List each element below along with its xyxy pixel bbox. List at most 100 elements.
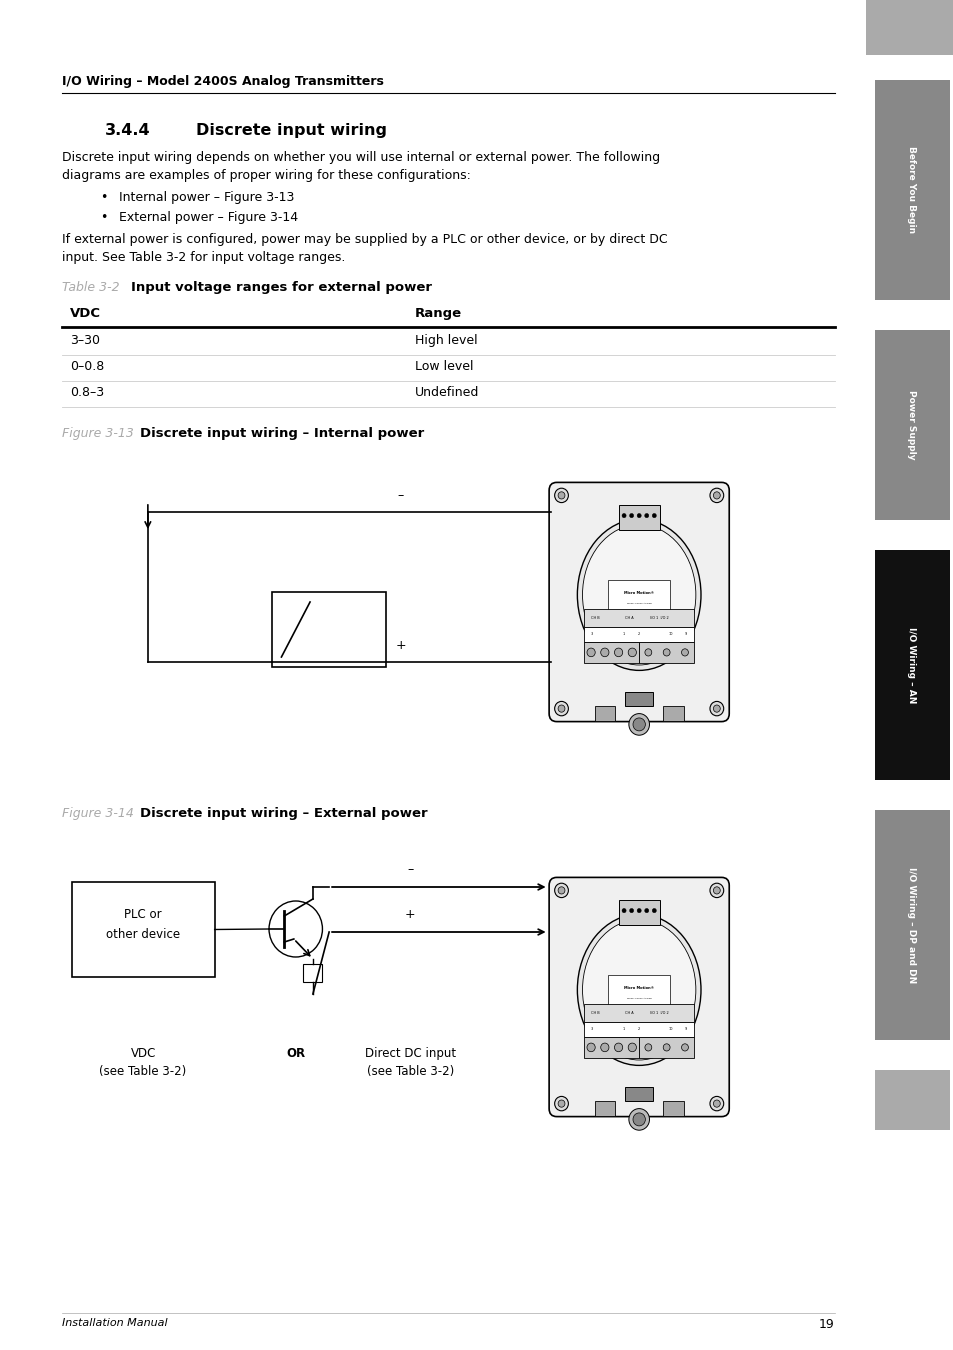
FancyBboxPatch shape xyxy=(549,482,728,722)
FancyBboxPatch shape xyxy=(618,505,659,531)
Text: 0.8–3: 0.8–3 xyxy=(70,386,104,400)
Circle shape xyxy=(713,1100,720,1107)
Text: –: – xyxy=(407,863,413,876)
FancyBboxPatch shape xyxy=(583,1037,639,1058)
Circle shape xyxy=(586,648,595,656)
Circle shape xyxy=(709,1096,723,1111)
Circle shape xyxy=(614,648,622,656)
Text: Micro Motion®: Micro Motion® xyxy=(623,591,654,595)
Text: I/O Wiring – AN: I/O Wiring – AN xyxy=(906,626,916,703)
Text: Installation Manual: Installation Manual xyxy=(62,1318,168,1328)
Circle shape xyxy=(637,513,640,518)
Text: 3: 3 xyxy=(590,1027,593,1031)
FancyBboxPatch shape xyxy=(618,900,659,925)
Text: Discrete input wiring depends on whether you will use internal or external power: Discrete input wiring depends on whether… xyxy=(62,151,659,163)
Text: 9: 9 xyxy=(684,1027,687,1031)
Circle shape xyxy=(628,1108,649,1130)
Text: I/O 1  I/O 2: I/O 1 I/O 2 xyxy=(650,1011,668,1015)
Circle shape xyxy=(627,1044,636,1052)
Text: 2: 2 xyxy=(638,1027,639,1031)
Bar xyxy=(874,1071,948,1130)
Circle shape xyxy=(680,649,688,656)
Circle shape xyxy=(662,1044,669,1052)
Circle shape xyxy=(709,489,723,502)
Text: –: – xyxy=(397,489,403,502)
Text: 3–30: 3–30 xyxy=(70,333,99,347)
Circle shape xyxy=(554,1096,568,1111)
FancyBboxPatch shape xyxy=(625,1087,652,1102)
Text: I/O Wiring – DP and DN: I/O Wiring – DP and DN xyxy=(906,867,916,983)
Circle shape xyxy=(709,702,723,716)
Text: VDC: VDC xyxy=(70,306,100,320)
Ellipse shape xyxy=(582,525,695,666)
Text: High level: High level xyxy=(415,333,477,347)
Text: Low level: Low level xyxy=(415,360,473,373)
FancyBboxPatch shape xyxy=(639,1037,694,1058)
Text: +: + xyxy=(404,909,416,921)
Circle shape xyxy=(662,649,669,656)
Circle shape xyxy=(554,489,568,502)
Circle shape xyxy=(621,513,625,518)
FancyBboxPatch shape xyxy=(594,706,615,721)
Text: Input voltage ranges for external power: Input voltage ranges for external power xyxy=(131,281,432,294)
Text: diagrams are examples of proper wiring for these configurations:: diagrams are examples of proper wiring f… xyxy=(62,169,471,182)
FancyBboxPatch shape xyxy=(583,1004,694,1022)
Circle shape xyxy=(629,909,633,913)
Text: Internal power – Figure 3-13: Internal power – Figure 3-13 xyxy=(119,190,294,204)
Text: VDC
(see Table 3-2): VDC (see Table 3-2) xyxy=(99,1048,187,1079)
Circle shape xyxy=(709,883,723,898)
FancyBboxPatch shape xyxy=(625,693,652,706)
Text: input. See Table 3-2 for input voltage ranges.: input. See Table 3-2 for input voltage r… xyxy=(62,251,345,265)
Circle shape xyxy=(627,648,636,656)
Circle shape xyxy=(713,705,720,713)
Text: 1: 1 xyxy=(621,632,624,636)
Ellipse shape xyxy=(577,914,700,1065)
Ellipse shape xyxy=(577,520,700,671)
Text: +: + xyxy=(395,639,406,652)
Text: 3.4.4: 3.4.4 xyxy=(105,123,151,138)
Text: Table 3-2: Table 3-2 xyxy=(62,281,119,294)
Circle shape xyxy=(713,887,720,894)
Text: Range: Range xyxy=(415,306,461,320)
Text: 3: 3 xyxy=(590,632,593,636)
FancyBboxPatch shape xyxy=(549,878,728,1116)
Circle shape xyxy=(629,513,633,518)
Text: Power Supply: Power Supply xyxy=(906,390,916,460)
Bar xyxy=(874,329,948,520)
Text: Figure 3-14: Figure 3-14 xyxy=(62,807,133,819)
Text: 10: 10 xyxy=(668,1027,672,1031)
Circle shape xyxy=(558,491,564,500)
Circle shape xyxy=(554,883,568,898)
Text: If external power is configured, power may be supplied by a PLC or other device,: If external power is configured, power m… xyxy=(62,234,667,246)
Text: •: • xyxy=(100,190,108,204)
Circle shape xyxy=(633,1112,644,1126)
Text: 10: 10 xyxy=(668,632,672,636)
Text: PLC or
other device: PLC or other device xyxy=(106,909,180,941)
Text: CH A: CH A xyxy=(624,1011,633,1015)
Text: Direct DC input
(see Table 3-2): Direct DC input (see Table 3-2) xyxy=(364,1048,456,1079)
Text: CH B: CH B xyxy=(591,616,599,620)
Circle shape xyxy=(554,702,568,716)
Circle shape xyxy=(633,718,644,730)
Circle shape xyxy=(628,714,649,736)
FancyBboxPatch shape xyxy=(662,1102,683,1116)
Text: I/O 1  I/O 2: I/O 1 I/O 2 xyxy=(650,616,668,620)
Circle shape xyxy=(637,909,640,913)
FancyBboxPatch shape xyxy=(583,641,639,663)
Circle shape xyxy=(713,491,720,500)
Bar xyxy=(71,882,214,977)
Circle shape xyxy=(600,648,608,656)
Circle shape xyxy=(614,1044,622,1052)
Circle shape xyxy=(644,909,648,913)
Circle shape xyxy=(644,513,648,518)
Text: OR: OR xyxy=(286,1048,305,1060)
Text: Discrete input wiring: Discrete input wiring xyxy=(195,123,386,138)
Bar xyxy=(303,964,322,981)
FancyBboxPatch shape xyxy=(639,641,694,663)
Text: Micro Motion®: Micro Motion® xyxy=(623,987,654,991)
Ellipse shape xyxy=(582,919,695,1060)
Circle shape xyxy=(269,900,322,957)
FancyBboxPatch shape xyxy=(662,706,683,721)
Text: 1: 1 xyxy=(621,1027,624,1031)
Circle shape xyxy=(600,1044,608,1052)
